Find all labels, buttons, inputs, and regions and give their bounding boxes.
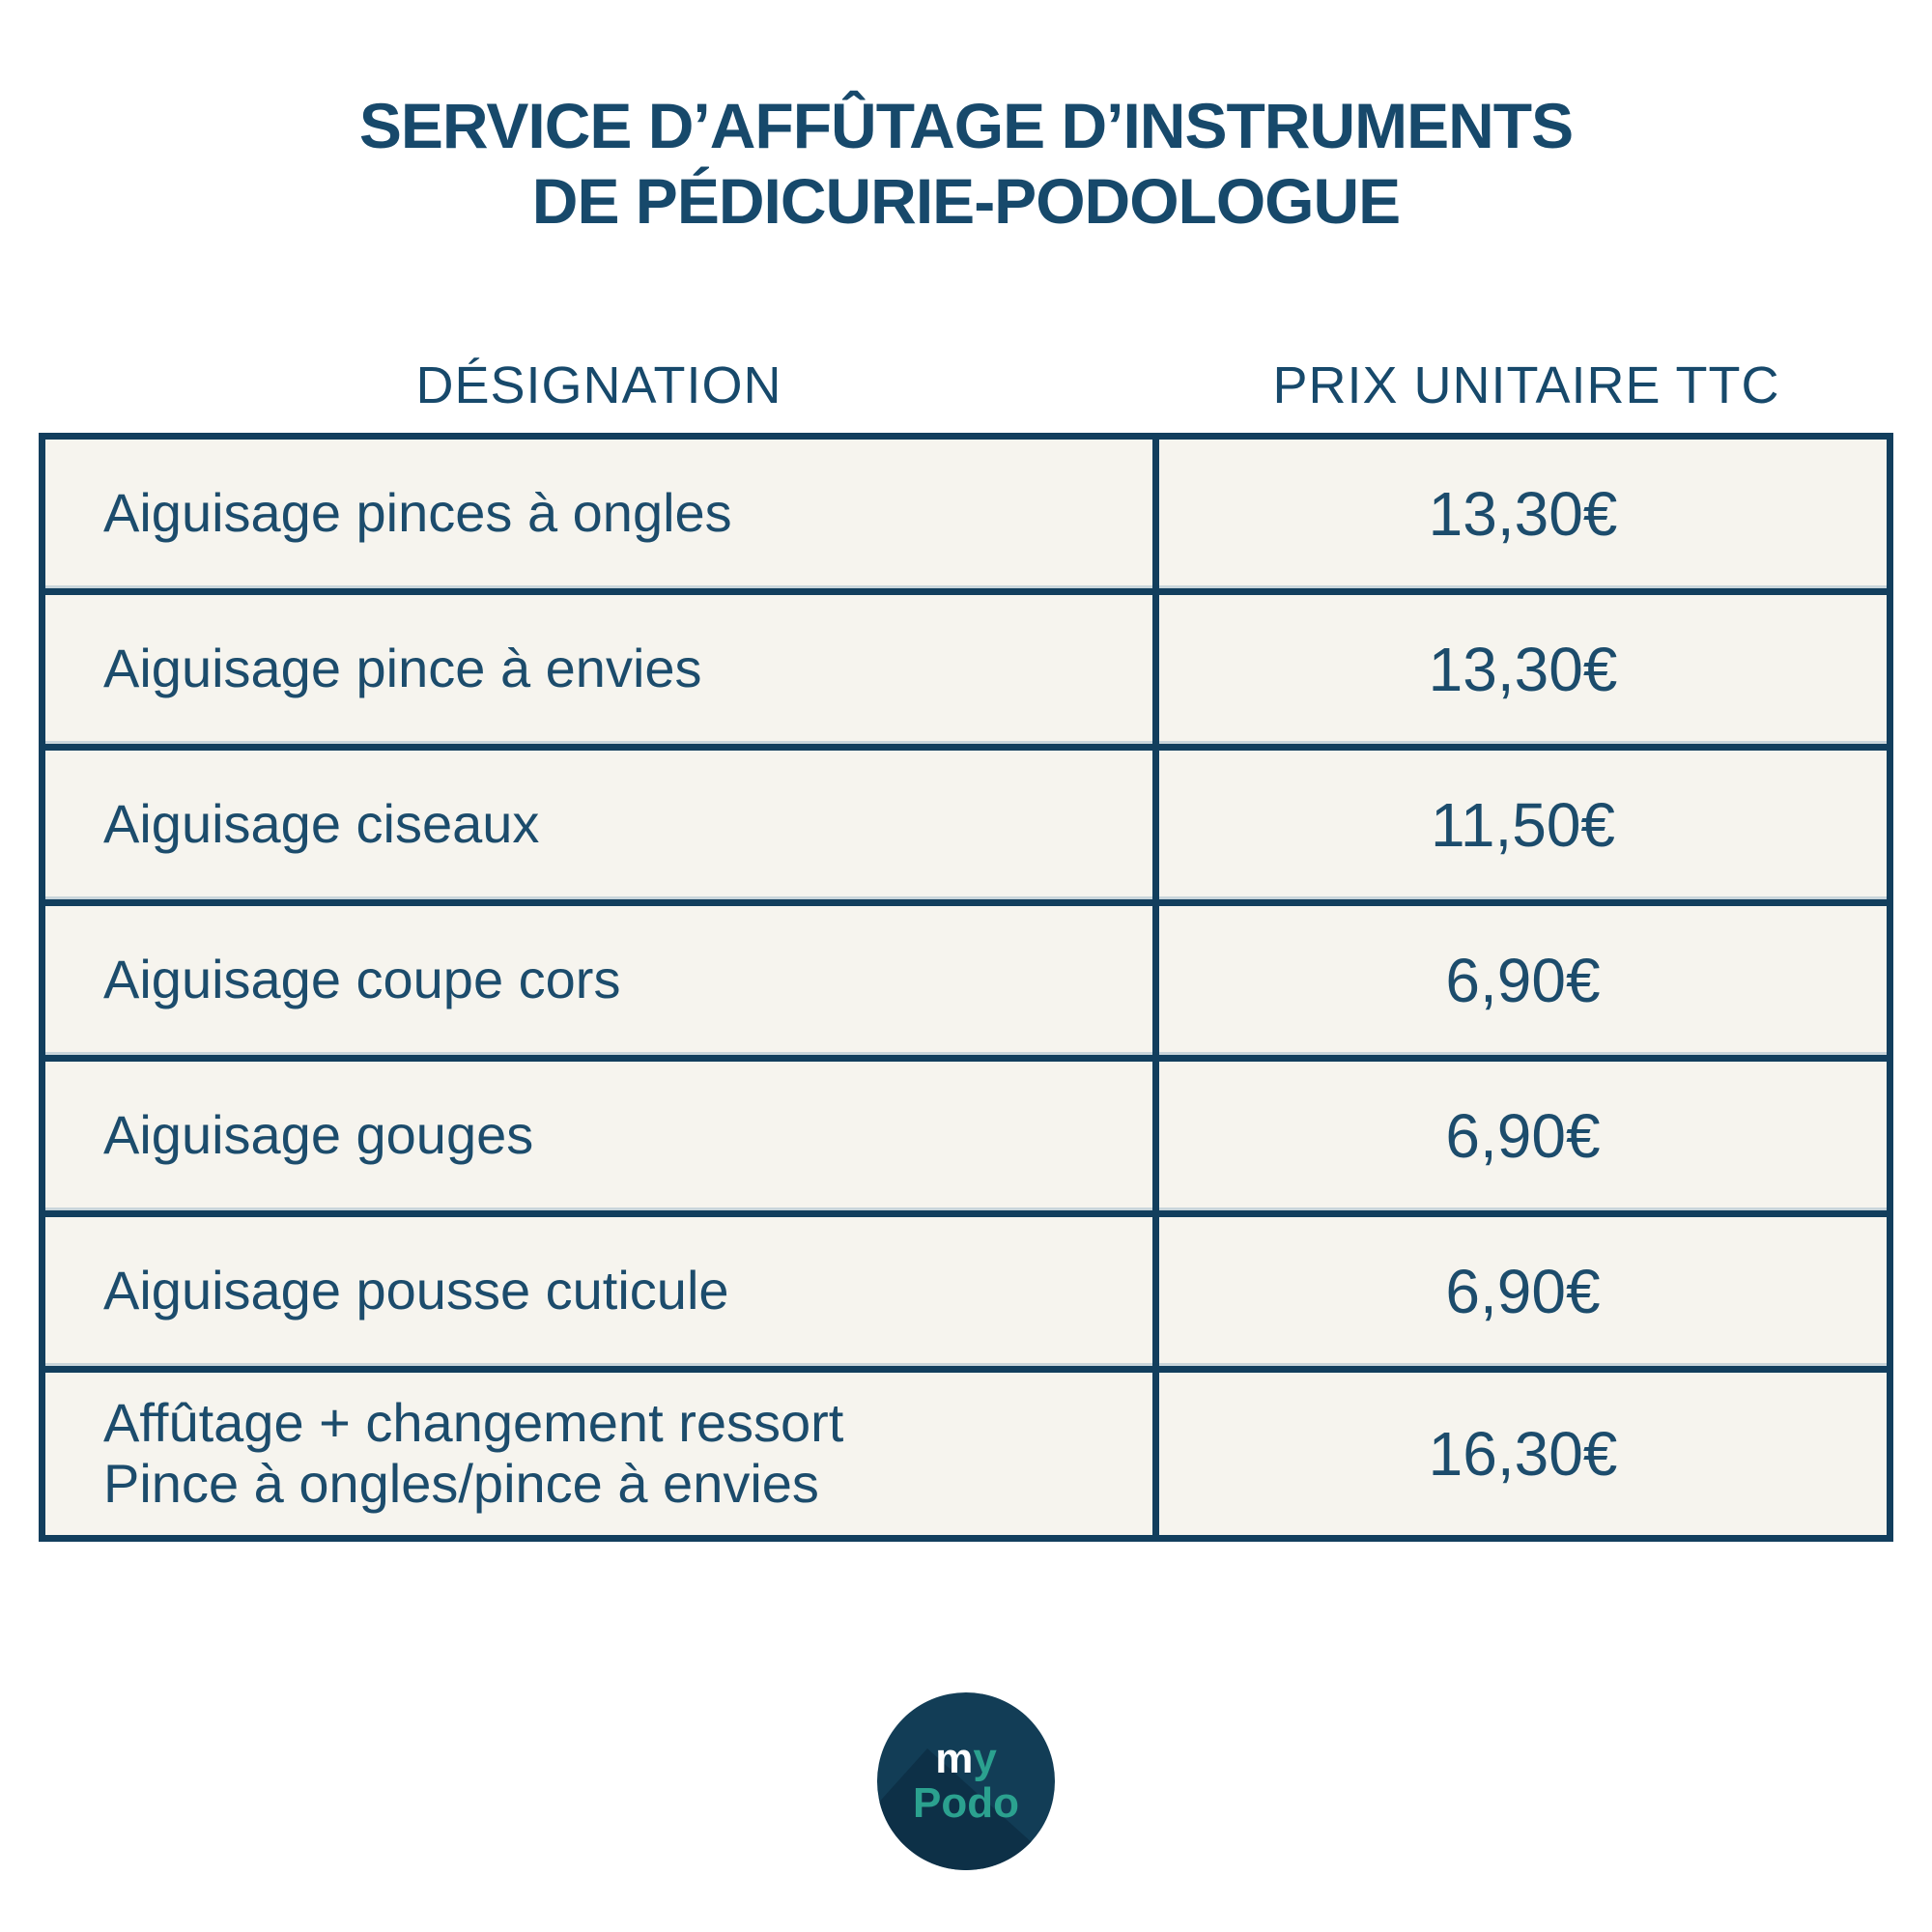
designation-cell: Aiguisage pince à envies xyxy=(45,594,1159,744)
price-cell: 6,90€ xyxy=(1445,1256,1601,1326)
column-header-price: PRIX UNITAIRE TTC xyxy=(1272,355,1780,414)
designation-cell: Aiguisage ciseaux xyxy=(45,750,1159,899)
table-row: Aiguisage gouges 6,90€ xyxy=(45,1061,1887,1217)
price-cell: 13,30€ xyxy=(1428,478,1618,549)
price-cell: 16,30€ xyxy=(1428,1418,1618,1489)
page-title-line2: DE PÉDICURIE-PODOLOGUE xyxy=(531,164,1401,237)
page-title: SERVICE D’AFFÛTAGE D’INSTRUMENTS DE PÉDI… xyxy=(0,0,1932,240)
designation-cell: Aiguisage coupe cors xyxy=(45,905,1159,1055)
table-row: Affûtage + changement ressort Pince à on… xyxy=(45,1372,1887,1535)
logo-text-podo: Podo xyxy=(913,1779,1019,1827)
designation-text: Aiguisage gouges xyxy=(103,1104,534,1166)
logo-text: my Podo xyxy=(913,1734,1019,1827)
designation-text: Aiguisage pousse cuticule xyxy=(103,1260,729,1321)
designation-cell: Aiguisage pousse cuticule xyxy=(45,1216,1159,1366)
designation-text: Aiguisage coupe cors xyxy=(103,949,621,1010)
logo-text-my-m: m xyxy=(935,1734,974,1782)
designation-cell: Aiguisage gouges xyxy=(45,1061,1159,1210)
price-cell: 6,90€ xyxy=(1445,945,1601,1015)
table-row: Aiguisage pince à envies 13,30€ xyxy=(45,594,1887,751)
price-cell: 6,90€ xyxy=(1445,1100,1601,1171)
table-row: Aiguisage pinces à ongles 13,30€ xyxy=(45,439,1887,595)
logo-container: my Podo xyxy=(0,1692,1932,1870)
designation-cell: Affûtage + changement ressort Pince à on… xyxy=(45,1372,1159,1535)
table-row: Aiguisage ciseaux 11,50€ xyxy=(45,750,1887,906)
designation-text-line1: Affûtage + changement ressort xyxy=(103,1392,844,1454)
designation-text: Aiguisage pince à envies xyxy=(103,638,702,699)
designation-text-line2: Pince à ongles/pince à envies xyxy=(103,1452,819,1514)
page-title-line1: SERVICE D’AFFÛTAGE D’INSTRUMENTS xyxy=(358,90,1574,161)
table-row: Aiguisage coupe cors 6,90€ xyxy=(45,905,1887,1062)
mypodo-logo: my Podo xyxy=(877,1692,1055,1870)
table-column-headers: DÉSIGNATION PRIX UNITAIRE TTC xyxy=(39,355,1893,415)
column-header-designation: DÉSIGNATION xyxy=(415,355,782,414)
designation-text: Aiguisage pinces à ongles xyxy=(103,482,732,544)
designation-cell: Aiguisage pinces à ongles xyxy=(45,439,1159,588)
price-table: Aiguisage pinces à ongles 13,30€ Aiguisa… xyxy=(39,432,1893,1542)
price-cell: 11,50€ xyxy=(1431,789,1615,860)
designation-text: Aiguisage ciseaux xyxy=(103,793,540,855)
price-cell: 13,30€ xyxy=(1428,634,1618,704)
logo-text-my-y: y xyxy=(973,1734,997,1782)
table-row: Aiguisage pousse cuticule 6,90€ xyxy=(45,1216,1887,1373)
